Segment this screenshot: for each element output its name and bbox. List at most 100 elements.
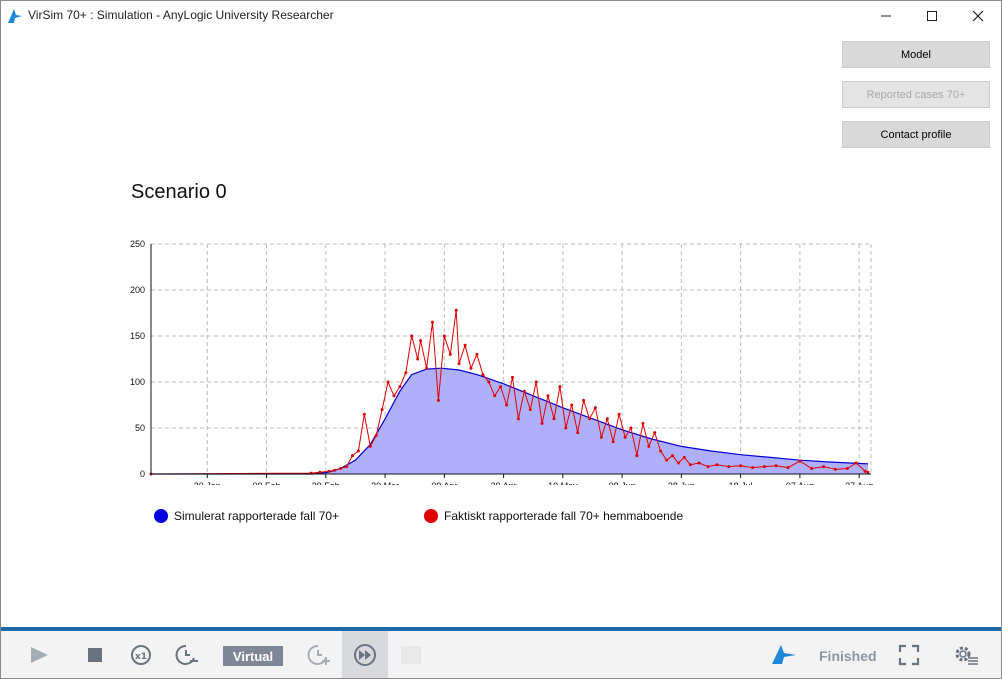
legend-actual-label: Faktiskt rapporterade fall 70+ hemmaboen…	[444, 509, 684, 523]
progress-bar	[1, 627, 1001, 631]
legend-simulated-dot	[154, 509, 168, 523]
minimize-button[interactable]	[863, 1, 909, 30]
speed-up-button[interactable]	[303, 631, 335, 678]
simulation-toolbar: x1 Virtual	[1, 631, 1001, 678]
minimize-icon	[881, 15, 891, 16]
actual-point	[351, 454, 354, 458]
y-tick-label: 250	[130, 239, 145, 249]
x-tick-label: 08 Jun	[609, 481, 636, 485]
actual-point	[442, 334, 446, 338]
actual-point	[611, 440, 615, 444]
x-tick-label: 29 Feb	[312, 481, 340, 485]
actual-point	[762, 465, 766, 469]
actual-point	[419, 339, 423, 343]
actual-point	[786, 466, 790, 470]
model-button[interactable]: Model	[842, 41, 990, 68]
actual-point	[706, 465, 710, 469]
actual-point	[629, 426, 633, 430]
actual-point	[688, 463, 692, 467]
actual-point	[854, 461, 858, 465]
actual-point	[436, 398, 440, 402]
fast-forward-icon	[354, 643, 376, 666]
x-tick-label: 29 Apr	[491, 481, 517, 485]
simulated-line	[151, 367, 869, 475]
clock-plus-icon	[307, 644, 330, 665]
actual-point	[564, 426, 568, 430]
actual-point	[511, 375, 514, 379]
x-tick-label: 07 Aug	[786, 481, 814, 485]
actual-point	[605, 417, 609, 421]
actual-point	[431, 320, 434, 324]
simulated-area	[151, 368, 868, 474]
reported-cases-button[interactable]: Reported cases 70+	[842, 81, 990, 108]
actual-point	[739, 464, 743, 468]
settings-button[interactable]	[949, 631, 983, 678]
actual-point	[404, 371, 408, 375]
maximize-button[interactable]	[909, 1, 955, 30]
actual-point	[617, 412, 621, 416]
anylogic-logo-icon	[772, 644, 796, 664]
y-tick-label: 0	[140, 469, 145, 479]
virtual-mode-button[interactable]: Virtual	[223, 646, 283, 666]
actual-point	[505, 403, 509, 407]
actual-point	[448, 352, 452, 356]
actual-point	[481, 373, 485, 377]
actual-point	[833, 467, 837, 471]
maximize-icon	[927, 10, 937, 21]
actual-point	[671, 454, 674, 458]
actual-point	[798, 459, 802, 463]
actual-point	[599, 435, 603, 439]
actual-point	[398, 385, 402, 389]
actual-point	[588, 417, 591, 421]
actual-point	[327, 469, 331, 473]
speed-x1-button[interactable]: x1	[125, 631, 157, 678]
actual-point	[540, 421, 544, 425]
actual-point	[345, 465, 349, 469]
fast-forward-button[interactable]	[342, 631, 388, 678]
legend-item-simulated: Simulerat rapporterade fall 70+	[154, 509, 339, 523]
actual-point	[469, 366, 473, 370]
x-tick-label: 09 Apr	[431, 481, 457, 485]
actual-point	[386, 380, 390, 384]
actual-point	[810, 467, 814, 470]
y-tick-label: 150	[130, 331, 145, 341]
slow-down-button[interactable]	[171, 631, 203, 678]
fullscreen-button[interactable]	[893, 631, 925, 678]
legend-actual-dot	[424, 509, 438, 523]
gear-icon	[955, 646, 978, 665]
y-tick-label: 50	[135, 423, 145, 433]
actual-point	[582, 398, 586, 402]
stop-icon	[88, 647, 102, 662]
fullscreen-icon	[898, 644, 920, 665]
actual-point	[416, 357, 420, 361]
actual-point	[356, 449, 360, 453]
actual-point	[362, 412, 366, 416]
actual-point	[647, 444, 651, 448]
contact-profile-button[interactable]: Contact profile	[842, 121, 990, 148]
step-button[interactable]	[398, 631, 424, 678]
anylogic-button[interactable]	[767, 631, 801, 678]
actual-point	[528, 408, 532, 412]
actual-point	[380, 408, 384, 412]
actual-point	[570, 403, 574, 407]
actual-point	[368, 444, 372, 448]
run-button[interactable]	[23, 631, 55, 678]
close-button[interactable]	[955, 1, 1001, 30]
actual-point	[653, 431, 657, 435]
actual-point	[546, 394, 550, 398]
actual-point	[558, 385, 562, 389]
time-series-chart: 0 50 100 150 200 250 20 Jan 09 Feb 29 Feb 20 Mar 0…	[130, 239, 873, 485]
actual-point	[676, 461, 680, 465]
actual-point	[774, 464, 778, 468]
actual-point	[552, 417, 556, 421]
actual-point	[454, 308, 458, 312]
stop-button[interactable]	[79, 631, 111, 678]
actual-point	[374, 433, 378, 437]
close-icon	[972, 10, 984, 21]
actual-point	[576, 431, 580, 435]
x-tick-label: 19 May	[548, 481, 578, 485]
actual-point	[318, 470, 322, 474]
actual-point	[516, 417, 520, 421]
actual-point	[475, 352, 479, 356]
